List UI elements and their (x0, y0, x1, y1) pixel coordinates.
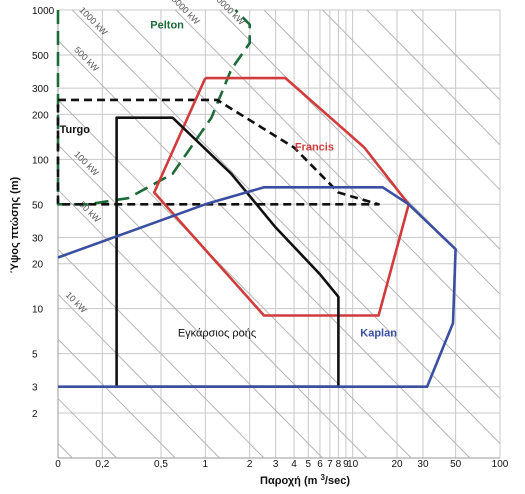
x-tick-label: 0 (55, 459, 61, 470)
region-label: Εγκάρσιος ροής (178, 328, 256, 340)
power-line-label: 10000 kW (211, 0, 247, 27)
x-tick-label: 0,5 (154, 459, 168, 470)
y-tick-label: 1000 (32, 6, 55, 17)
x-tick-label: 9 (343, 459, 349, 470)
y-tick-label: 10 (32, 305, 44, 316)
x-tick-label: 2 (247, 459, 253, 470)
power-line-label: 10 kW (64, 290, 89, 316)
grid (57, 9, 501, 459)
x-tick-label: 30 (417, 459, 429, 470)
region-outline-kaplan (57, 186, 457, 388)
y-tick-label: 30 (32, 233, 44, 244)
power-line (71, 9, 501, 444)
x-axis-label-text: Παροχή (m (260, 475, 318, 487)
x-tick-label: 20 (391, 459, 403, 470)
x-tick-labels: 0 0,2 0,5 1 2 3 4 5 6 7 8 910 20 30 50 100 (55, 459, 509, 470)
power-line (116, 9, 501, 399)
y-tick-label: 50 (32, 200, 44, 211)
x-tick-label: 100 (492, 459, 509, 470)
power-line (57, 40, 471, 459)
x-tick-label: 7 (327, 459, 333, 470)
region-label: Turgo (60, 124, 91, 136)
region-label: Kaplan (360, 328, 397, 340)
region-outline-turgo (56, 98, 380, 206)
regions (56, 9, 457, 388)
region-outline-pelton (56, 9, 251, 206)
power-line (57, 248, 265, 459)
x-tick-label: 50 (450, 459, 462, 470)
x-tick-label: 4 (291, 459, 297, 470)
labels: Pelton Turgo Francis Εγκάρσιος ροής Kaplan (60, 20, 398, 340)
power-line (57, 99, 412, 459)
x-tick-label: 3 (273, 459, 279, 470)
y-tick-label: 200 (32, 110, 49, 121)
x-tick-label: 0,2 (95, 459, 109, 470)
y-tick-label: 5 (32, 350, 38, 361)
y-tick-labels: 1000 500 300 200 100 50 30 20 10 5 3 2 (32, 6, 55, 420)
power-line (174, 9, 501, 340)
region-label: Pelton (150, 20, 184, 32)
power-line (57, 293, 220, 459)
y-tick-label: 20 (32, 260, 44, 271)
power-line (57, 443, 73, 459)
power-line (322, 9, 501, 191)
power-line (57, 144, 368, 459)
power-line (366, 9, 501, 146)
power-line (219, 9, 501, 295)
x-tick-label: 1 (203, 459, 209, 470)
region-outline-francis (152, 76, 410, 317)
y-tick-label: 3 (32, 383, 38, 394)
region-label: Francis (295, 141, 334, 153)
power-line (410, 9, 501, 101)
power-line (57, 398, 117, 459)
power-line (57, 189, 323, 459)
power-line (57, 338, 176, 459)
x-tick-label: 8 (336, 459, 342, 470)
y-tick-label: 2 (32, 409, 38, 420)
x-tick-label: 5 (306, 459, 312, 470)
x-tick-label: 6 (317, 459, 323, 470)
region-outline-εγκάρσιος-ροής (115, 116, 340, 388)
y-axis-label: Ύψος πτώσης (m) (9, 176, 21, 273)
x-tick-label: 10 (347, 459, 359, 470)
y-tick-label: 500 (32, 51, 49, 62)
y-tick-label: 100 (32, 155, 49, 166)
x-axis-label: Παροχή (m 3/sec) (260, 473, 350, 488)
y-tick-label: 300 (32, 84, 49, 95)
power-line (263, 9, 501, 250)
